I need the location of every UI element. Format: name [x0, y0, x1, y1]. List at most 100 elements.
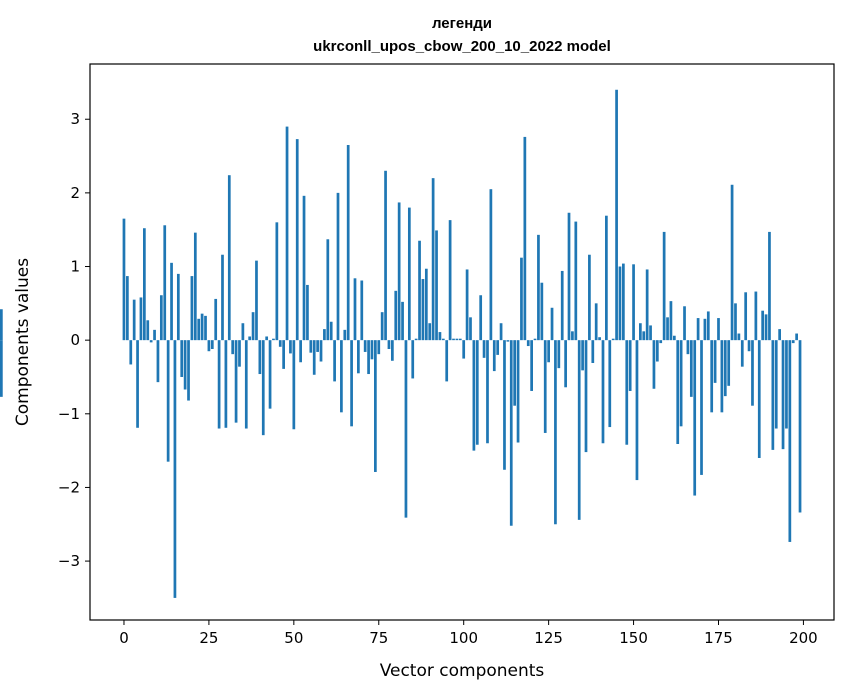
bar — [465, 269, 469, 341]
bar — [778, 329, 781, 341]
bar — [486, 340, 489, 444]
bar — [231, 340, 235, 355]
bar — [740, 340, 744, 367]
bar — [635, 340, 639, 481]
bar — [221, 254, 224, 341]
bar — [261, 340, 265, 436]
bar — [384, 170, 387, 341]
bar — [543, 340, 547, 433]
bar — [122, 218, 126, 341]
bar — [295, 139, 299, 341]
bar — [744, 292, 748, 341]
bar — [129, 340, 133, 365]
x-tick-label: 200 — [789, 629, 818, 647]
x-axis-label: Vector components — [380, 661, 545, 681]
bar — [146, 320, 150, 341]
bar — [0, 340, 3, 397]
bar — [584, 340, 588, 453]
bar — [241, 323, 245, 341]
bar — [571, 331, 574, 341]
bar — [605, 215, 608, 341]
bar — [567, 212, 571, 341]
bar — [730, 184, 734, 341]
bar — [608, 340, 612, 428]
y-tick-label: −3 — [58, 552, 80, 570]
bar — [401, 301, 404, 341]
bar — [407, 207, 411, 341]
bar — [581, 340, 584, 371]
bar — [278, 340, 282, 347]
bar — [265, 336, 269, 341]
bar — [289, 340, 292, 354]
bar — [441, 338, 445, 341]
bar — [594, 303, 598, 341]
bar — [214, 298, 218, 341]
bar — [785, 340, 788, 429]
bar — [615, 89, 618, 341]
bar — [421, 279, 425, 341]
x-tick-label: 50 — [284, 629, 303, 647]
x-tick-label: 150 — [619, 629, 648, 647]
bar — [791, 340, 795, 344]
bar — [625, 340, 629, 445]
bar — [645, 269, 649, 341]
bar — [458, 338, 462, 341]
bar — [377, 340, 381, 355]
bar — [224, 340, 228, 428]
x-tick-label: 100 — [449, 629, 478, 647]
bar — [598, 337, 601, 341]
bar — [774, 340, 778, 429]
bar — [655, 340, 659, 362]
y-tick-label: 3 — [70, 110, 80, 128]
y-tick-label: −2 — [58, 478, 80, 496]
bar — [499, 323, 503, 341]
bar — [197, 318, 201, 341]
bar — [672, 335, 676, 341]
bar — [285, 126, 289, 341]
bar — [717, 318, 720, 341]
bar — [340, 340, 343, 413]
x-tick-label: 25 — [199, 629, 218, 647]
bar — [438, 332, 442, 341]
bar — [530, 340, 533, 391]
bar — [323, 329, 326, 341]
bar — [469, 317, 472, 341]
y-axis-ticks: −3 −2 −1 0 1 2 3 — [58, 110, 90, 570]
bar — [360, 280, 364, 341]
chart-title-line2: ukrconll_upos_cbow_200_10_2022 model — [313, 38, 611, 55]
bar — [380, 312, 384, 341]
bar — [333, 340, 336, 382]
bar — [550, 307, 554, 341]
bar — [642, 331, 646, 341]
bar — [394, 290, 398, 341]
bar — [764, 314, 768, 341]
bar — [238, 340, 241, 367]
bars-group — [0, 89, 802, 598]
bar — [143, 228, 146, 341]
bar — [492, 340, 496, 372]
bar — [601, 340, 605, 444]
bar — [795, 333, 798, 341]
bar — [272, 338, 275, 341]
bar — [564, 340, 567, 388]
bar — [757, 340, 761, 458]
bar — [798, 340, 802, 513]
y-tick-label: 1 — [70, 258, 80, 276]
bar — [591, 340, 595, 363]
bar — [126, 276, 129, 341]
bar — [727, 340, 731, 386]
bar — [136, 340, 139, 428]
bar — [350, 340, 353, 427]
bar — [696, 318, 700, 341]
bar — [343, 329, 347, 341]
bar — [159, 295, 163, 341]
bar — [560, 270, 564, 341]
bar — [190, 276, 194, 341]
bar — [319, 340, 323, 362]
bar — [686, 340, 690, 355]
bar — [397, 202, 401, 341]
bar — [312, 340, 316, 375]
bar — [523, 136, 527, 341]
bar — [234, 340, 238, 423]
bar — [387, 340, 391, 349]
